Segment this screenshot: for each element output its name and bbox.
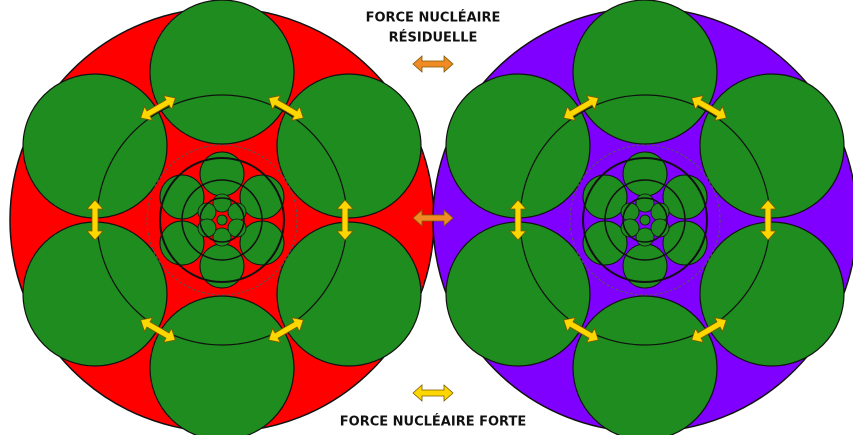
residual-label: FORCE NUCLÉAIRE — [366, 10, 501, 26]
residual-arrow — [412, 55, 454, 73]
residual-label: RÉSIDUELLE — [389, 30, 478, 46]
strong-arrow — [412, 384, 454, 402]
nucleus-left — [9, 0, 435, 435]
strong-label: FORCE NUCLÉAIRE FORTE — [340, 414, 526, 430]
nucleus-right — [432, 0, 853, 435]
